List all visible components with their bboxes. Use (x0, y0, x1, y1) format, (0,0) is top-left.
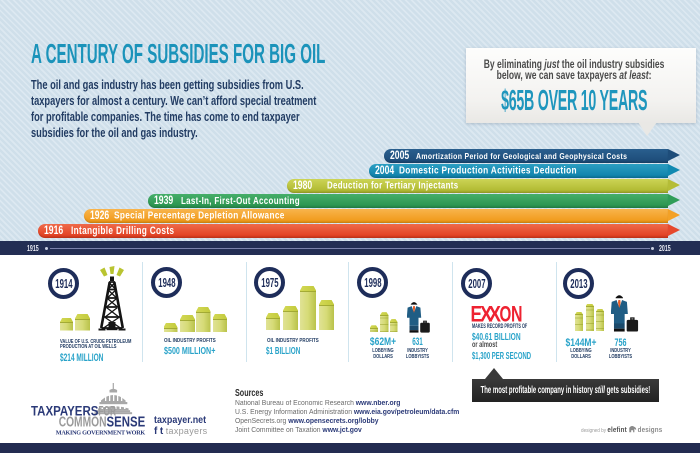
svg-text:X: X (488, 305, 501, 324)
svg-text:X: X (480, 305, 493, 324)
svg-text:SENSE: SENSE (107, 414, 146, 430)
svg-text:COMMON: COMMON (59, 414, 107, 430)
svg-text:E: E (471, 305, 482, 324)
svg-text:FOR: FOR (98, 404, 116, 419)
svg-text:TAXPAYERS: TAXPAYERS (31, 404, 98, 419)
svg-text:N: N (511, 305, 523, 324)
svg-text:O: O (499, 305, 511, 324)
svg-text:MAKING GOVERNMENT WORK: MAKING GOVERNMENT WORK (56, 429, 146, 436)
